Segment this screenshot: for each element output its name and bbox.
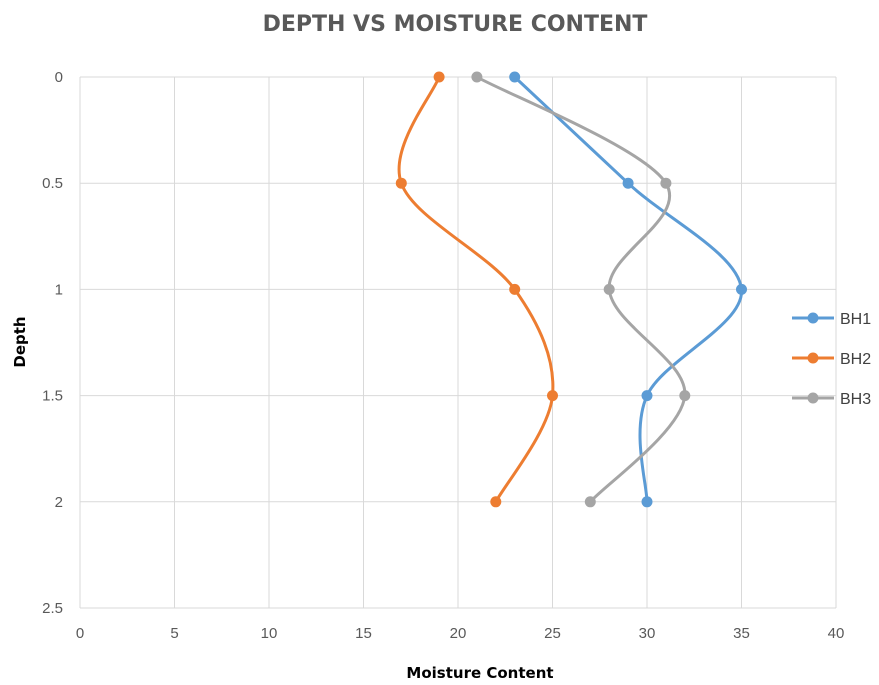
y-tick-label: 1 [55, 281, 63, 298]
x-tick-label: 15 [355, 625, 372, 642]
data-point-bh2 [547, 390, 558, 402]
legend-marker-bh1 [807, 312, 819, 324]
x-tick-label: 0 [76, 625, 84, 642]
data-point-bh2 [433, 71, 445, 83]
x-tick-label: 25 [544, 625, 561, 642]
y-tick-label: 0.5 [42, 175, 63, 192]
data-point-bh1 [736, 283, 747, 295]
y-tick-label: 2 [55, 494, 63, 511]
legend-label-bh1: BH1 [840, 311, 871, 328]
series-bh1 [509, 71, 747, 508]
data-point-bh1 [622, 177, 634, 189]
x-tick-labels: 0 5 10 15 20 25 30 35 40 [76, 625, 845, 642]
series-bh3 [471, 71, 691, 508]
legend-marker-bh2 [807, 352, 819, 364]
data-point-bh2 [490, 496, 502, 508]
data-point-bh1 [641, 390, 653, 402]
legend-marker-bh3 [807, 392, 819, 404]
data-point-bh3 [603, 283, 615, 295]
y-tick-label: 0 [55, 69, 63, 86]
legend-item-bh1: BH1 [792, 311, 871, 328]
legend-item-bh2: BH2 [792, 351, 871, 368]
data-point-bh1 [509, 71, 521, 83]
legend: BH1 BH2 BH3 [792, 311, 871, 408]
legend-label-bh3: BH3 [840, 391, 871, 408]
x-tick-label: 35 [733, 625, 750, 642]
data-point-bh2 [509, 283, 521, 295]
y-axis-title: Depth [11, 316, 29, 367]
y-tick-label: 1.5 [42, 388, 63, 405]
data-point-bh3 [679, 390, 691, 402]
series-group [395, 71, 747, 508]
data-point-bh3 [660, 177, 672, 189]
x-tick-label: 10 [261, 625, 278, 642]
data-point-bh3 [471, 71, 483, 83]
x-tick-label: 20 [450, 625, 467, 642]
legend-label-bh2: BH2 [840, 351, 871, 368]
x-tick-label: 5 [170, 625, 178, 642]
data-point-bh2 [395, 177, 407, 189]
x-tick-label: 30 [639, 625, 656, 642]
y-tick-labels: 0 0.5 1 1.5 2 2.5 [42, 69, 63, 617]
data-point-bh1 [641, 496, 653, 508]
chart-title: DEPTH VS MOISTURE CONTENT [263, 12, 648, 37]
series-bh2 [395, 71, 558, 508]
y-tick-label: 2.5 [42, 600, 63, 617]
grid [79, 76, 837, 609]
legend-item-bh3: BH3 [792, 391, 871, 408]
x-axis-title: Moisture Content [406, 664, 553, 682]
x-tick-label: 40 [828, 625, 845, 642]
data-point-bh3 [584, 496, 596, 508]
